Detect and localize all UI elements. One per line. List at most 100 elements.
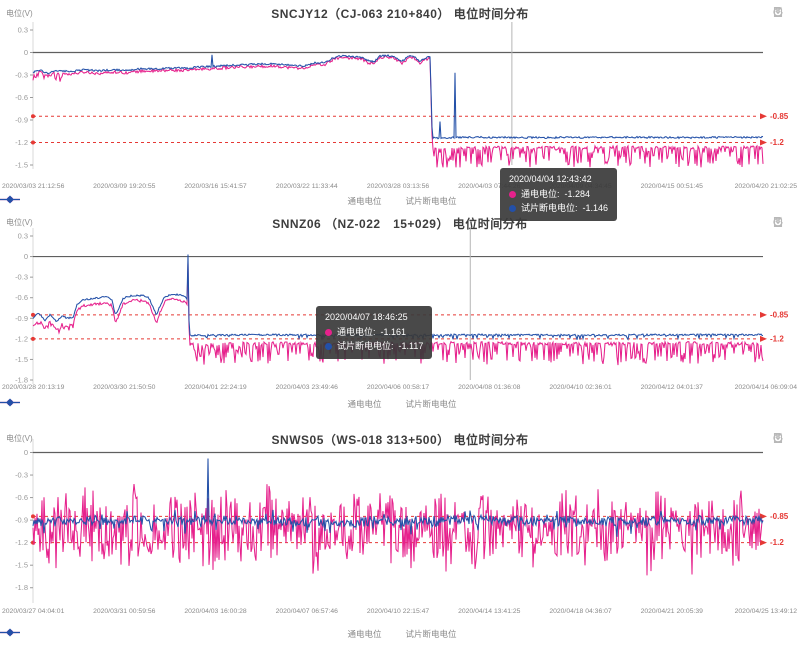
y-tick-label: -0.9 <box>15 116 28 125</box>
threshold-label: -0.85 <box>770 112 789 121</box>
x-tick-label: 2020/03/16 15:41:57 <box>184 183 247 190</box>
x-tick-label: 2020/04/14 06:09:04 <box>735 384 798 391</box>
tooltip-series-value: -1.161 <box>380 326 407 337</box>
chart-panel-2: SNNZ06 （NZ-022 15+029） 电位时间分布 电位(V) 0.3 0 -0… <box>0 210 800 425</box>
threshold-label: -1.2 <box>770 538 784 547</box>
legend-label: 通电电位 <box>347 399 382 409</box>
legend-label: 试片断电电位 <box>405 196 457 206</box>
y-axis-label: 电位(V) <box>6 9 33 18</box>
y-tick-label: -0.3 <box>15 273 28 282</box>
threshold-arrow-icon <box>760 139 767 146</box>
y-axis-label: 电位(V) <box>6 218 33 227</box>
x-tick-label: 2020/03/31 00:59:56 <box>93 608 156 615</box>
x-tick-label: 2020/04/03 07:44:26 <box>458 183 521 190</box>
tooltip-series-label: 试片断电电位 <box>521 202 578 216</box>
tooltip-row: 试片断电电位 -1.117 <box>325 340 423 354</box>
chart-title: SNCJY12（CJ-063 210+840） 电位时间分布 <box>271 7 529 21</box>
y-tick-label: 0 <box>24 48 28 57</box>
tooltip-time: 2020/04/07 18:46:25 <box>325 312 408 322</box>
chart-plot: 0.3 0 -0.3 -0.6 -0.9 -1.2 -1.5 -0.85 -1.2 2020/03… <box>2 22 798 190</box>
y-tick-label: 0.3 <box>18 232 28 241</box>
tooltip-series-label: 通电电位 <box>521 188 560 202</box>
x-tick-label: 2020/03/03 21:12:56 <box>2 183 65 190</box>
threshold-start-dot <box>31 514 35 519</box>
tooltip-row: 试片断电电位 -1.146 <box>509 202 608 216</box>
chart-legend: 通电电位 试片断电电位 <box>0 628 800 640</box>
x-tick-label: 2020/04/14 13:41:25 <box>458 608 521 615</box>
y-tick-label: -0.6 <box>15 493 28 502</box>
series-color-dot <box>509 205 516 213</box>
threshold-label: -0.85 <box>770 310 789 319</box>
tooltip: 2020/04/07 18:46:25 通电电位 -1.161 试片断电电位 -1.11… <box>316 306 433 359</box>
y-tick-label: -0.9 <box>15 314 28 323</box>
y-tick-label: -0.3 <box>15 471 28 480</box>
y-tick-label: -1.2 <box>15 538 28 547</box>
chart-legend: 通电电位 试片断电电位 <box>0 195 800 207</box>
x-tick-label: 2020/03/28 03:13:56 <box>367 183 430 190</box>
legend-item[interactable]: 试片断电电位 <box>0 398 457 410</box>
series-color-dot <box>325 329 332 337</box>
y-tick-label: 0.3 <box>18 26 28 35</box>
y-tick-label: 0 <box>24 252 28 261</box>
x-tick-label: 2020/04/20 21:02:25 <box>735 183 798 190</box>
legend-item[interactable]: 通电电位 <box>0 195 382 207</box>
y-tick-label: -1.8 <box>15 376 28 385</box>
y-tick-label: -1.5 <box>15 355 28 364</box>
chart-panel-3: SNWS05（WS-018 313+500） 电位时间分布 电位(V) 0 -0.3 -… <box>0 425 800 650</box>
y-tick-label: -0.6 <box>15 293 28 302</box>
x-tick-label: 2020/04/21 20:05:39 <box>641 608 704 615</box>
y-tick-label: -1.2 <box>15 334 28 343</box>
x-tick-label: 2020/04/08 01:36:08 <box>458 384 521 391</box>
series-color-dot <box>325 343 332 351</box>
x-tick-label: 2020/03/22 11:33:44 <box>276 183 338 190</box>
legend-item[interactable]: 通电电位 <box>0 398 382 410</box>
threshold-label: -1.2 <box>770 334 784 343</box>
tooltip-series-label: 试片断电电位 <box>337 340 394 354</box>
threshold-label: -1.2 <box>770 138 784 147</box>
threshold-start-dot <box>31 312 35 317</box>
x-tick-label: 2020/03/09 19:20:55 <box>93 183 156 190</box>
x-tick-label: 2020/04/25 13:49:12 <box>735 608 798 615</box>
y-tick-label: -0.6 <box>15 93 28 102</box>
tooltip-series-value: -1.146 <box>582 202 609 213</box>
x-tick-label: 2020/03/30 21:50:50 <box>93 384 156 391</box>
chart-plot: 0 -0.3 -0.6 -0.9 -1.2 -1.5 -1.8 -0.85 -1.2 2020/0… <box>2 439 798 615</box>
series-line-powered-potential <box>32 55 764 168</box>
legend-label: 通电电位 <box>347 629 382 639</box>
tooltip-series-value: -1.284 <box>564 188 591 199</box>
threshold-label: -0.85 <box>770 512 789 521</box>
x-tick-label: 2020/03/28 20:13:19 <box>2 384 65 391</box>
x-tick-label: 2020/04/12 04:01:37 <box>641 384 704 391</box>
legend-item[interactable]: 试片断电电位 <box>0 195 457 207</box>
threshold-arrow-icon <box>760 311 767 318</box>
x-tick-label: 2020/04/03 16:00:28 <box>184 608 247 615</box>
tooltip-time: 2020/04/04 12:43:42 <box>509 174 592 184</box>
chart-legend: 通电电位 试片断电电位 <box>0 398 800 410</box>
tooltip: 2020/04/04 12:43:42 通电电位 -1.284 试片断电电位 -1.14… <box>500 168 618 221</box>
y-tick-label: 0 <box>24 448 28 457</box>
threshold-arrow-icon <box>760 539 767 546</box>
y-tick-label: -1.8 <box>15 583 28 592</box>
threshold-start-dot <box>31 114 35 119</box>
x-tick-label: 2020/03/27 04:04:01 <box>2 608 65 615</box>
tooltip-series-label: 通电电位 <box>337 326 376 340</box>
legend-label: 试片断电电位 <box>405 399 457 409</box>
legend-item[interactable]: 通电电位 <box>0 628 382 640</box>
threshold-arrow-icon <box>760 513 767 520</box>
y-tick-label: -0.3 <box>15 71 28 80</box>
chart-panel-1: SNCJY12（CJ-063 210+840） 电位时间分布 电位(V) 0.3 0 -… <box>0 0 800 221</box>
chart-title: SNNZ06 （NZ-022 15+029） 电位时间分布 <box>272 217 528 231</box>
y-axis-label: 电位(V) <box>6 434 33 443</box>
threshold-start-dot <box>31 336 35 341</box>
threshold-arrow-icon <box>760 335 767 342</box>
series-line-coupon-off-potential <box>32 458 764 537</box>
y-tick-label: -0.9 <box>15 516 28 525</box>
series-line-coupon-off-potential <box>32 54 764 140</box>
x-tick-label: 2020/04/18 04:36:07 <box>549 608 612 615</box>
x-tick-label: 2020/04/01 22:24:19 <box>184 384 247 391</box>
legend-item[interactable]: 试片断电电位 <box>0 628 457 640</box>
x-tick-label: 2020/04/06 00:58:17 <box>367 384 430 391</box>
legend-label: 通电电位 <box>347 196 382 206</box>
y-tick-label: -1.5 <box>15 161 28 170</box>
